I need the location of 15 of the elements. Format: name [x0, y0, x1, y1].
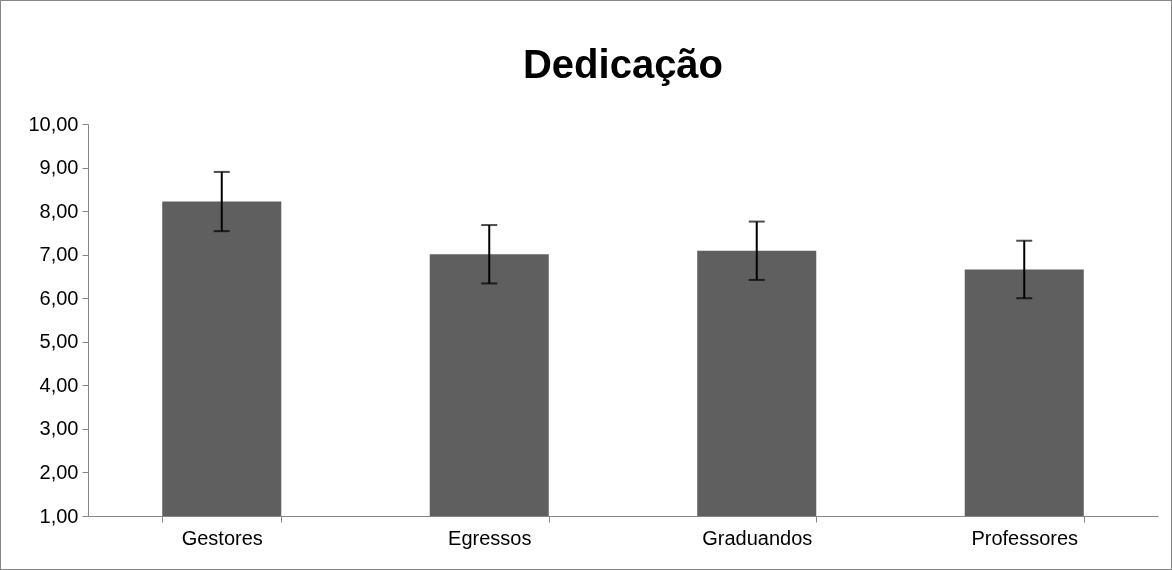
y-tick-label: 1,00 — [39, 504, 79, 527]
y-tick-label: 9,00 — [39, 156, 79, 179]
y-tick-label: 5,00 — [39, 330, 79, 353]
y-tick-label: 10,00 — [28, 112, 79, 135]
y-tick-label: 3,00 — [39, 417, 79, 440]
y-tick-label: 6,00 — [39, 286, 79, 309]
y-tick-label: 7,00 — [39, 243, 79, 266]
x-tick-label: Professores — [971, 526, 1079, 549]
y-tick-label: 4,00 — [39, 373, 79, 396]
x-tick-label: Gestores — [181, 526, 263, 549]
x-tick-label: Graduandos — [702, 526, 813, 549]
y-tick-label: 8,00 — [39, 199, 79, 222]
x-tick-label: Egressos — [448, 526, 532, 549]
y-tick-label: 2,00 — [39, 460, 79, 483]
chart-title: Dedicação — [522, 42, 724, 86]
